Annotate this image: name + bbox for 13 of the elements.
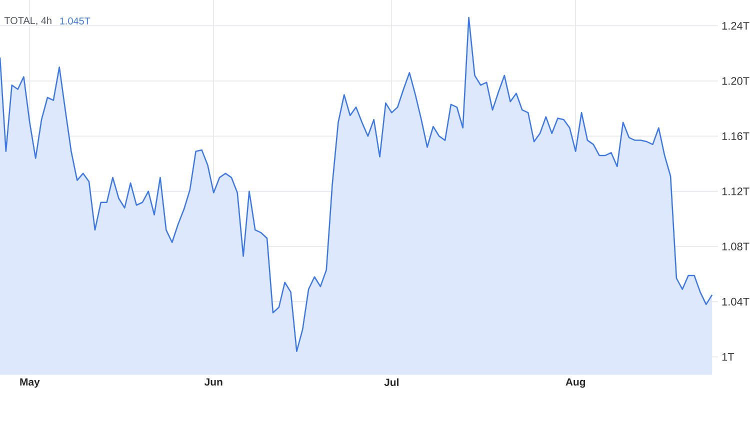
y-tick-label: 1.04T — [722, 298, 750, 306]
y-tick-label: 1.20T — [722, 77, 750, 85]
text: TOTAL, 4h — [4, 16, 52, 26]
annotation: 1.045T — [60, 17, 90, 25]
y-tick-label: 1.12T — [722, 188, 750, 196]
x-tick-label: Jul — [384, 378, 398, 386]
x-tick-label: Aug — [566, 378, 586, 388]
x-tick-label: Jun — [204, 378, 222, 386]
y-tick-label: 1.16T — [722, 132, 750, 140]
y-tick-label: 1.08T — [722, 242, 750, 250]
x-tick-label: May — [20, 378, 40, 388]
y-tick-label: 1T — [722, 353, 734, 361]
y-tick-label: 1.24T — [722, 22, 750, 30]
